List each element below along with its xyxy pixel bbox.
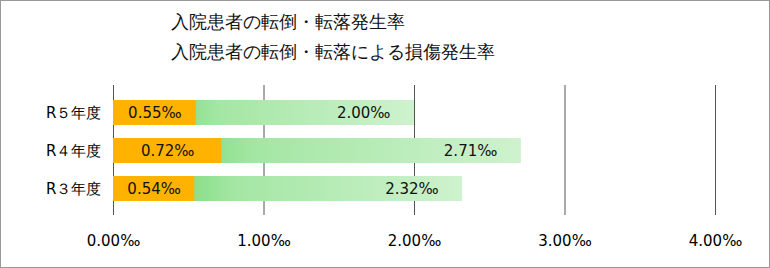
svg-text:1.00‰: 1.00‰ [237, 232, 291, 250]
svg-text:2.00‰: 2.00‰ [388, 232, 442, 250]
svg-text:R３年度: R３年度 [46, 180, 101, 198]
html-text:入院患者の転倒・転落発生率: 入院患者の転倒・転落発生率 [171, 11, 405, 32]
svg-text:2.32‰: 2.32‰ [385, 180, 439, 198]
svg-text:4.00‰: 4.00‰ [689, 232, 743, 250]
svg-text:R４年度: R４年度 [46, 142, 101, 160]
svg-text:3.00‰: 3.00‰ [538, 232, 592, 250]
svg-text:2.00‰: 2.00‰ [337, 104, 391, 122]
svg-text:0.55‰: 0.55‰ [128, 104, 182, 122]
svg-text:0.00‰: 0.00‰ [87, 232, 141, 250]
html-text:入院患者の転倒・転落による損傷発生率: 入院患者の転倒・転落による損傷発生率 [171, 41, 495, 62]
svg-text:2.71‰: 2.71‰ [444, 142, 498, 160]
svg-text:0.72‰: 0.72‰ [141, 142, 195, 160]
svg-text:0.54‰: 0.54‰ [127, 180, 181, 198]
svg-text:R５年度: R５年度 [46, 104, 101, 122]
